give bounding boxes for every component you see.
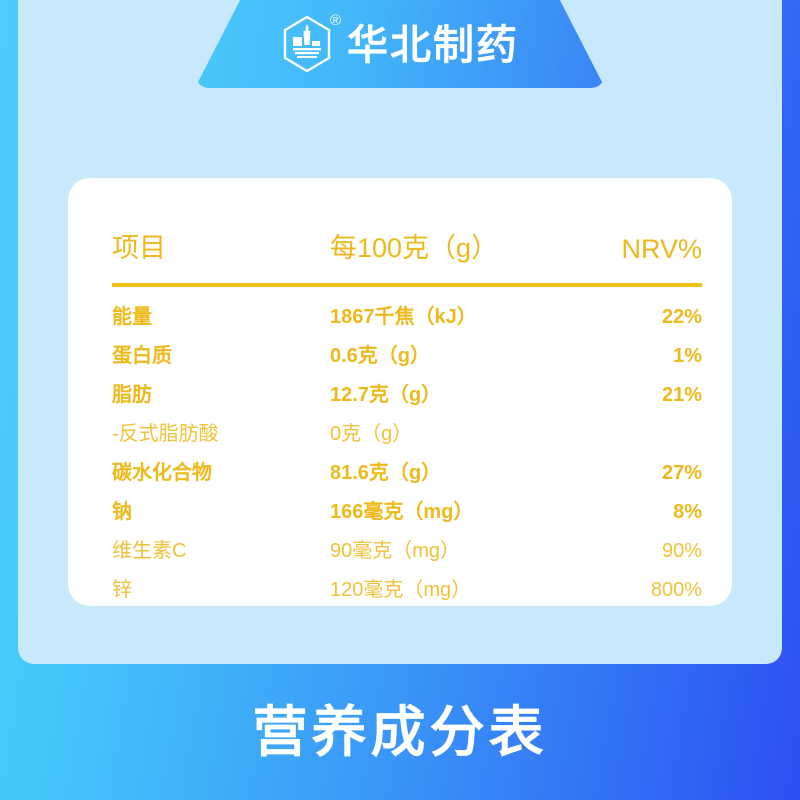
cell-value: 0.6克（g） xyxy=(330,345,431,367)
table-row: -反式脂肪酸 0克（g） xyxy=(112,415,702,454)
hexagon-factory-logo-icon: ® xyxy=(281,13,341,73)
table-row: 锌 120毫克（mg） 800% xyxy=(112,571,702,610)
cell-item: 蛋白质 xyxy=(112,345,172,367)
table-row: 蛋白质 0.6克（g） 1% xyxy=(112,337,702,376)
cell-value: 1867千焦（kJ） xyxy=(330,306,477,328)
cell-nrv xyxy=(570,415,702,454)
cell-nrv: 27% xyxy=(661,462,702,484)
table-row: 能量 1867千焦（kJ） 22% xyxy=(112,285,702,337)
registered-trademark-symbol: ® xyxy=(329,12,341,29)
table-header-row: 项目 每100克（g） NRV% xyxy=(112,178,702,285)
brand-name: 华北制药 xyxy=(347,21,519,68)
nutrition-table: 项目 每100克（g） NRV% 能量 1867千焦（kJ） 22% 蛋白质 0.6克（… xyxy=(112,178,702,610)
table-row: 碳水化合物 81.6克（g） 27% xyxy=(112,454,702,493)
header-nrv: NRV% xyxy=(621,234,702,264)
nutrition-table-head: 项目 每100克（g） NRV% xyxy=(112,178,702,285)
footer-title: 营养成分表 xyxy=(252,700,548,763)
cell-nrv: 90% xyxy=(661,540,702,562)
nutrition-facts-card: 项目 每100克（g） NRV% 能量 1867千焦（kJ） 22% 蛋白质 0.6克（… xyxy=(68,178,732,606)
cell-item: -反式脂肪酸 xyxy=(112,423,219,445)
cell-value: 166毫克（mg） xyxy=(330,501,474,523)
cell-value: 90毫克（mg） xyxy=(330,540,461,562)
cell-nrv: 22% xyxy=(661,306,702,328)
cell-value: 120毫克（mg） xyxy=(330,579,472,601)
cell-value: 0克（g） xyxy=(330,423,413,445)
cell-nrv: 21% xyxy=(661,384,702,406)
cell-item: 能量 xyxy=(112,306,152,328)
cell-value: 12.7克（g） xyxy=(330,384,442,406)
cell-item: 碳水化合物 xyxy=(112,462,212,484)
cell-nrv: 800% xyxy=(650,579,702,601)
table-row: 脂肪 12.7克（g） 21% xyxy=(112,376,702,415)
cell-value: 81.6克（g） xyxy=(330,462,442,484)
nutrition-table-body: 能量 1867千焦（kJ） 22% 蛋白质 0.6克（g） 1% 脂肪 12.7克（g） 21%… xyxy=(112,285,702,610)
cell-item: 锌 xyxy=(112,579,132,601)
cell-nrv: 8% xyxy=(673,501,702,523)
footer-banner: 营养成分表 xyxy=(0,664,800,800)
cell-item: 钠 xyxy=(112,501,132,523)
header-per100g: 每100克（g） xyxy=(330,233,499,263)
cell-nrv: 1% xyxy=(673,345,702,367)
cell-item: 脂肪 xyxy=(112,384,152,406)
cell-item: 维生素C xyxy=(112,540,187,562)
brand-header-banner: ® 华北制药 xyxy=(195,0,605,88)
table-row: 维生素C 90毫克（mg） 90% xyxy=(112,532,702,571)
header-item: 项目 xyxy=(112,233,166,263)
table-row: 钠 166毫克（mg） 8% xyxy=(112,493,702,532)
